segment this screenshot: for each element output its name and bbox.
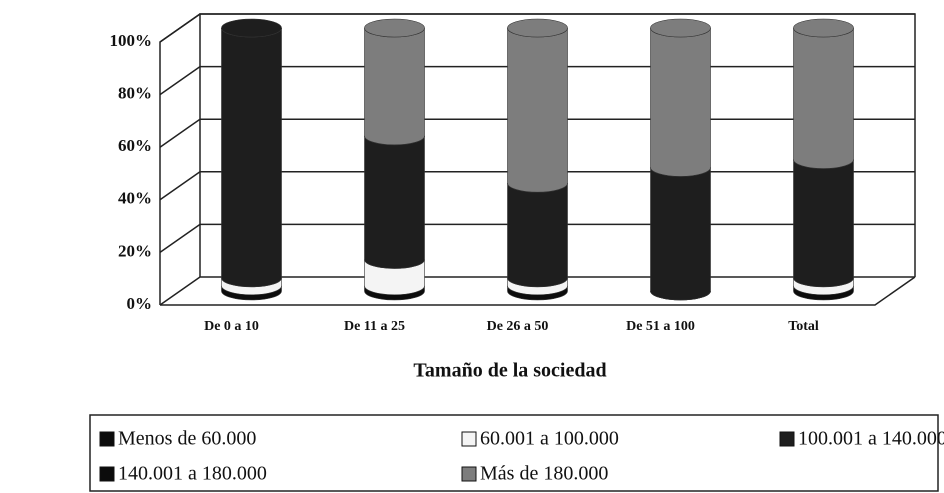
legend-swatch — [99, 431, 115, 447]
floor — [160, 276, 916, 306]
legend-label: 60.001 a 100.000 — [480, 428, 619, 450]
bar-segment — [507, 183, 568, 288]
bar-segment — [793, 27, 854, 169]
legend-swatch — [461, 431, 477, 447]
grid-line — [159, 13, 915, 43]
cylinder-cap — [507, 18, 568, 38]
y-tick-label: 40% — [118, 189, 152, 208]
bar-segment — [364, 27, 425, 146]
legend-swatch — [99, 466, 115, 482]
x-tick-label: De 11 a 25 — [344, 319, 405, 334]
x-axis-title: Tamaño de la sociedad — [413, 360, 606, 382]
x-tick-label: De 51 a 100 — [626, 319, 695, 334]
cylinder-cap — [364, 18, 425, 38]
legend-label: 100.001 a 140.000 — [798, 428, 944, 450]
bar-segment — [507, 27, 568, 193]
y-tick-label: 60% — [118, 136, 152, 155]
bar-segment — [221, 27, 282, 288]
legend-swatch — [779, 431, 795, 447]
side-wall — [159, 13, 201, 305]
bar-segment — [650, 27, 711, 177]
legend-swatch — [461, 466, 477, 482]
x-tick-label: De 26 a 50 — [487, 319, 549, 334]
cylinder-cap — [221, 18, 282, 38]
legend-box — [89, 414, 939, 492]
bar-segment — [793, 159, 854, 288]
legend-label: Menos de 60.000 — [118, 428, 256, 450]
x-tick-label: De 0 a 10 — [204, 319, 259, 334]
legend-label: 140.001 a 180.000 — [118, 463, 267, 485]
y-tick-label: 20% — [118, 241, 152, 260]
cylinder-cap — [793, 18, 854, 38]
bar-segment — [364, 135, 425, 269]
y-tick-label: 80% — [118, 84, 152, 103]
y-tick-label: 0% — [127, 294, 153, 313]
x-tick-label: Total — [788, 319, 819, 334]
bar-segment — [650, 167, 711, 301]
legend-label: Más de 180.000 — [480, 463, 608, 485]
y-tick-label: 100% — [110, 31, 153, 50]
cylinder-cap — [650, 18, 711, 38]
